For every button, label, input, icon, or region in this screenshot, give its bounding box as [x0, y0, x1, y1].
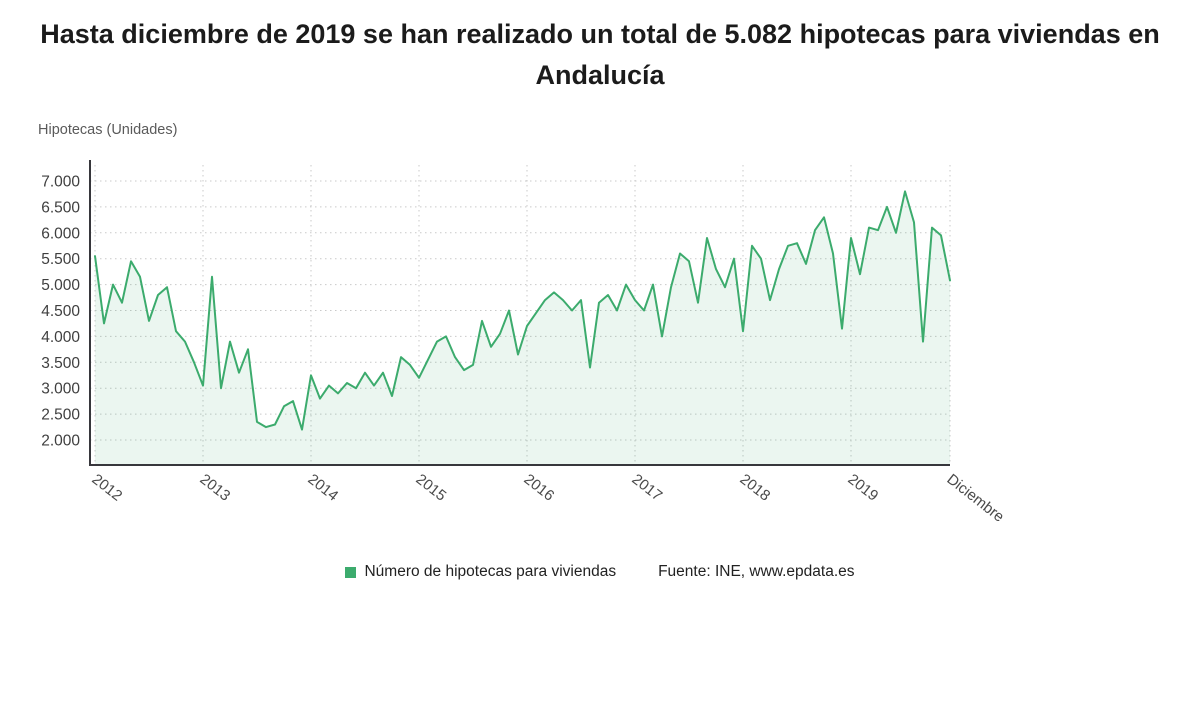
area-fill [95, 191, 950, 465]
x-tick-label: 2013 [197, 471, 234, 505]
y-tick-label: 2.500 [41, 407, 80, 424]
legend: Número de hipotecas para viviendas Fuent… [0, 563, 1200, 581]
x-tick-label: 2015 [413, 471, 450, 505]
y-tick-label: 4.000 [41, 329, 80, 346]
x-tick-label: 2016 [521, 471, 558, 505]
x-tick-label: 2014 [305, 471, 342, 505]
x-tick-label: Diciembre [944, 471, 1008, 526]
y-tick-label: 2.000 [41, 433, 80, 450]
y-tick-label: 7.000 [41, 174, 80, 191]
y-tick-label: 6.500 [41, 199, 80, 216]
chart-title: Hasta diciembre de 2019 se han realizado… [40, 19, 1160, 90]
line-chart-svg: 2.000 2.500 3.000 3.500 4.000 4.500 5.000 5.500… [41, 160, 1008, 526]
x-tick-label: 2017 [629, 471, 666, 505]
x-tick-label: 2019 [845, 471, 882, 505]
x-tick-label: 2018 [737, 471, 774, 505]
legend-label: Número de hipotecas para viviendas [364, 563, 617, 580]
source-text: Fuente: INE, www.epdata.es [658, 563, 855, 580]
y-tick-label: 4.500 [41, 303, 80, 320]
legend-item: Número de hipotecas para viviendas [345, 563, 616, 581]
legend-swatch-icon [345, 566, 357, 578]
y-tick-label: 6.000 [41, 225, 80, 242]
y-tick-label: 3.500 [41, 355, 80, 372]
y-axis-title: Hipotecas (Unidades) [38, 122, 178, 138]
x-tick-label: 2012 [89, 471, 126, 505]
y-tick-label: 3.000 [41, 381, 80, 398]
y-tick-label: 5.000 [41, 277, 80, 294]
y-tick-label: 5.500 [41, 251, 80, 268]
data-line [94, 190, 951, 431]
